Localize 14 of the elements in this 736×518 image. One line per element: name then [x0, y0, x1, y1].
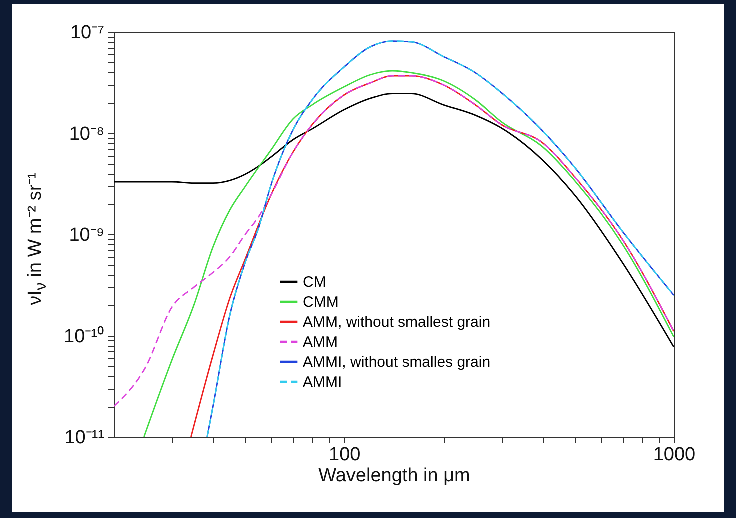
y-tick-label: 10⁻⁸ [69, 124, 104, 145]
legend-label: AMMI [303, 374, 342, 391]
x-tick-label: 1000 [653, 444, 696, 466]
legend-label: CMM [303, 294, 339, 311]
legend-label: AMM, without smallest grain [303, 314, 491, 331]
x-axis-title: Wavelength in μm [318, 466, 470, 486]
legend-label: CM [303, 274, 326, 291]
y-tick-label: 10⁻⁷ [70, 22, 105, 44]
y-tick-label: 10⁻¹⁰ [64, 325, 104, 348]
x-tick-label: 100 [329, 444, 361, 466]
legend-label: AMMI, without smalles grain [303, 354, 491, 371]
legend-label: AMM [303, 334, 338, 351]
y-tick-label: 10⁻⁹ [69, 225, 104, 246]
y-tick-label: 10⁻¹¹ [64, 428, 104, 448]
